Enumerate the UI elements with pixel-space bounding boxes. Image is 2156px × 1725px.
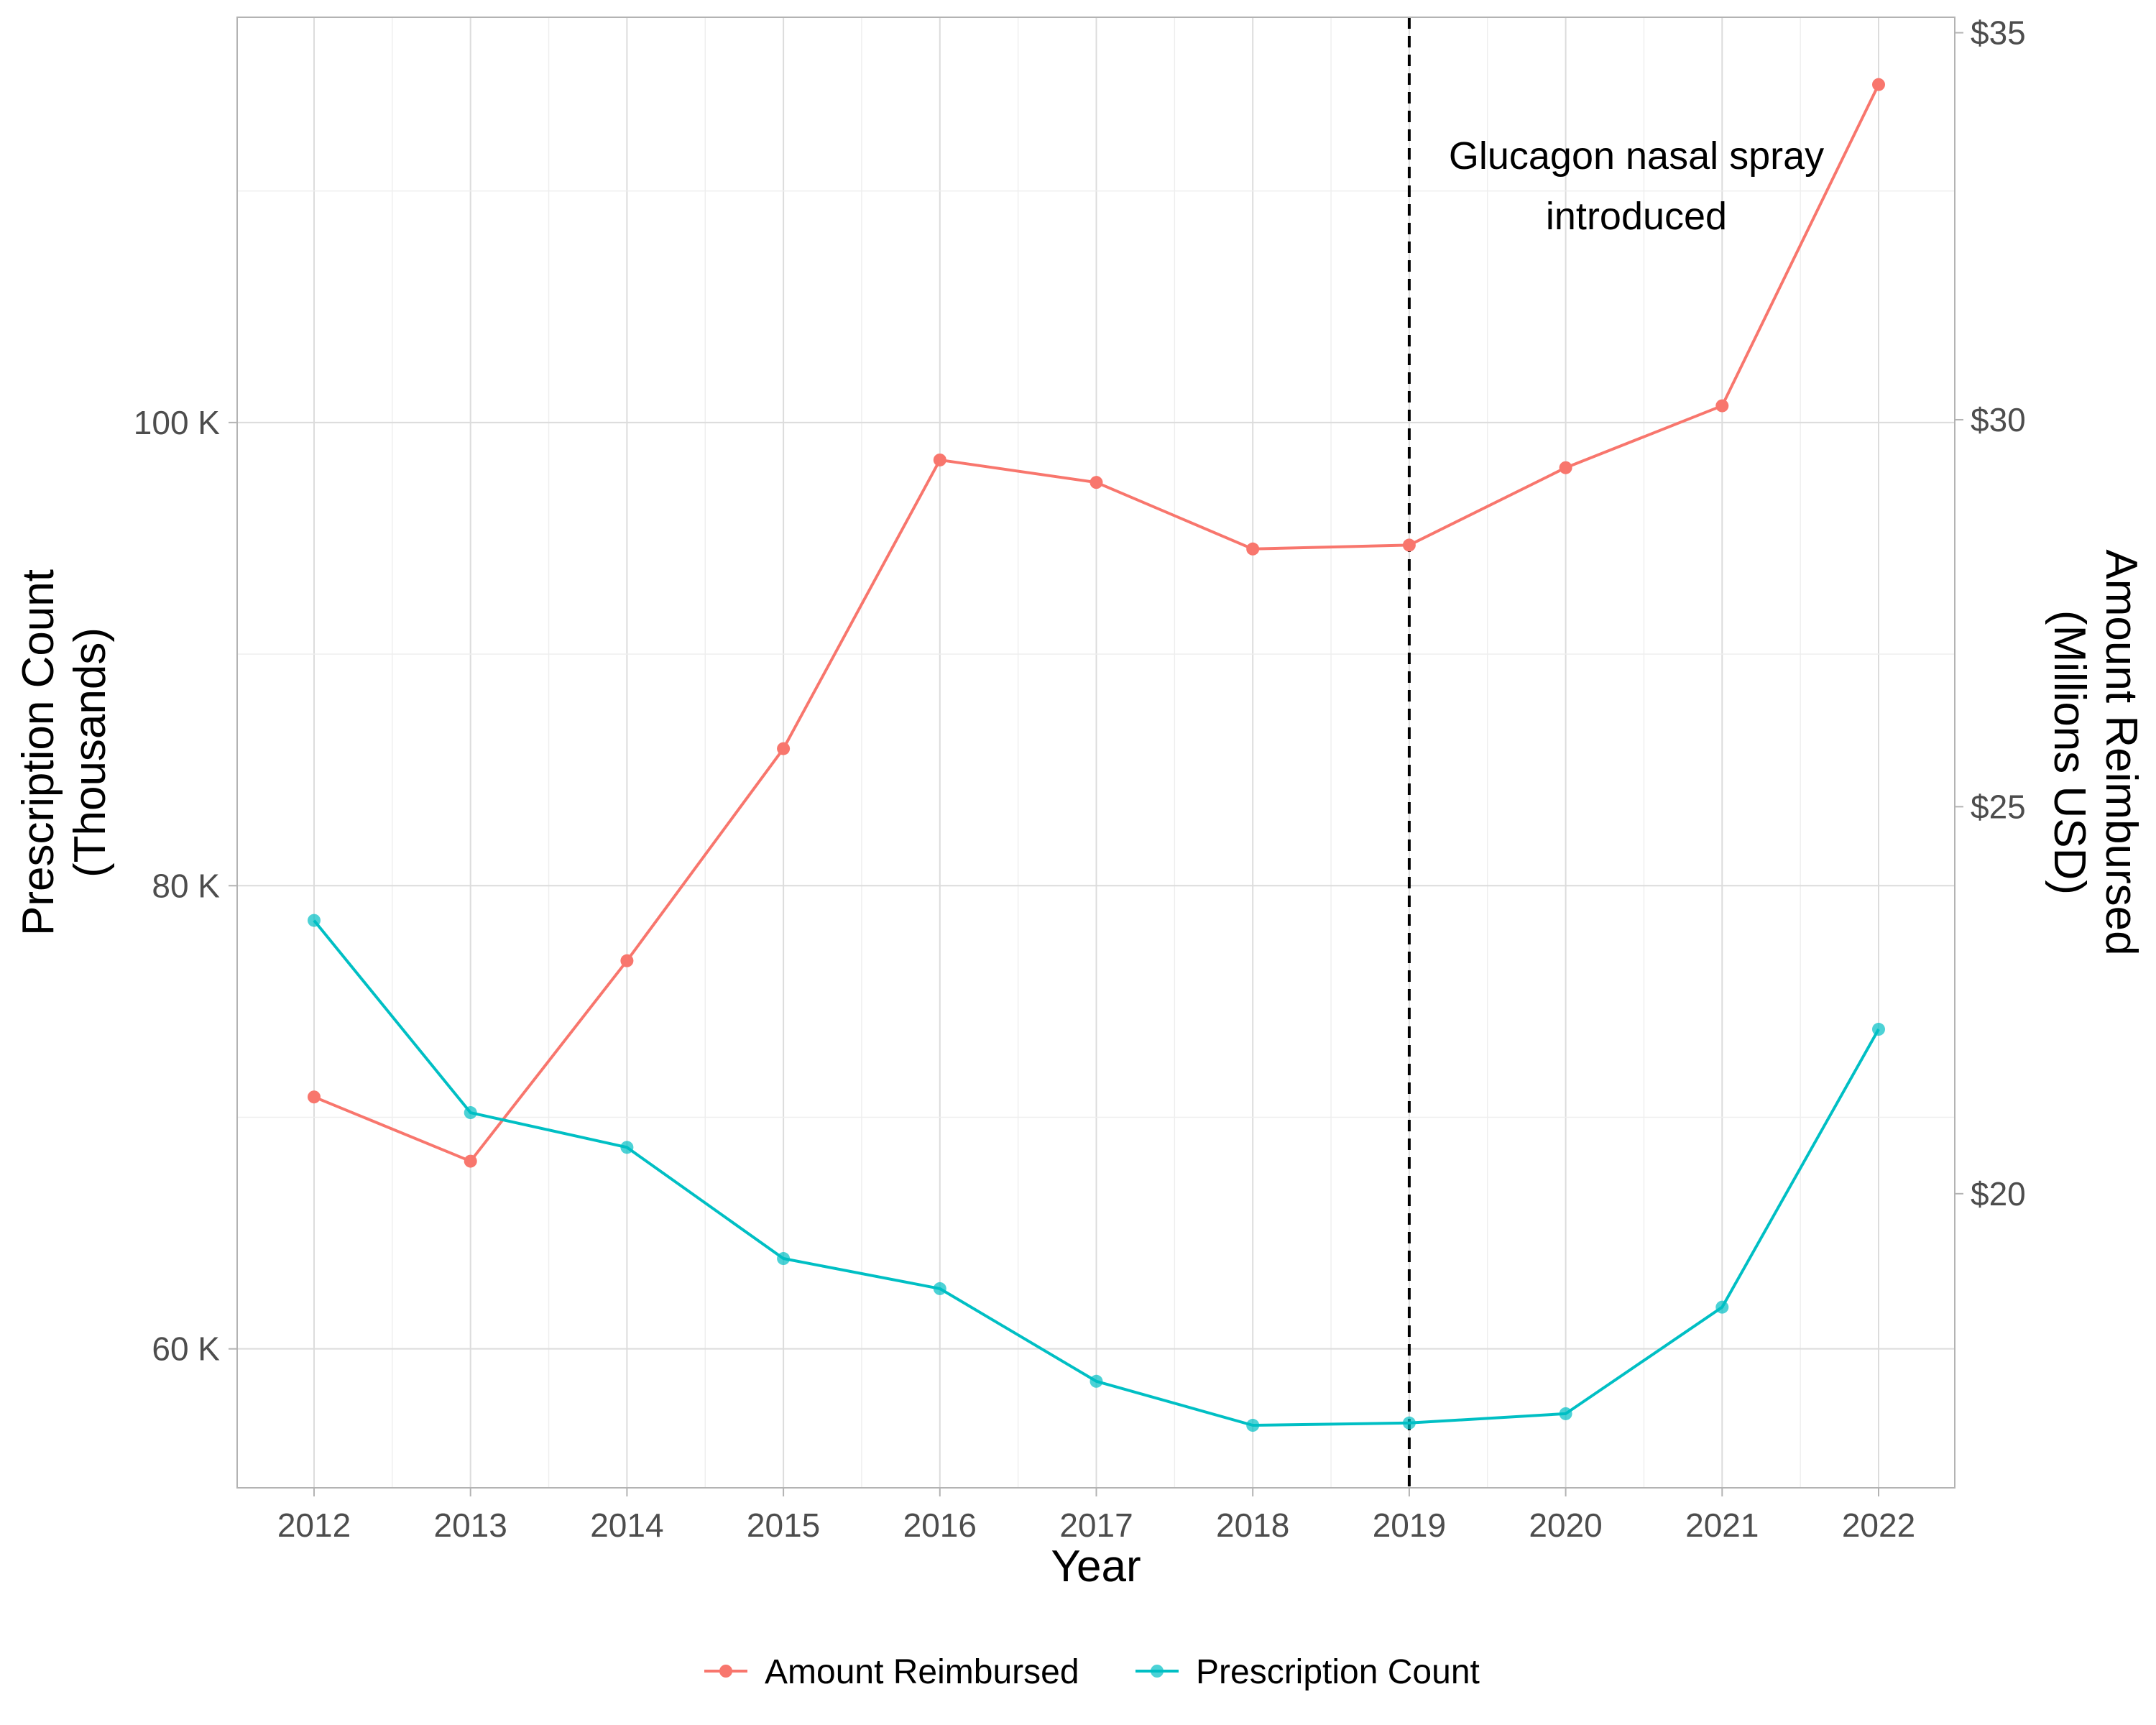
y-left-axis-title-line: Prescription Count xyxy=(14,569,63,936)
data-point xyxy=(620,954,634,967)
x-axis-title: Year xyxy=(1051,1542,1141,1591)
data-point xyxy=(933,453,946,466)
y-left-tick-label: 80 K xyxy=(152,867,220,904)
data-point xyxy=(1246,1419,1260,1432)
data-point xyxy=(1559,1407,1572,1420)
y-right-tick-label: $35 xyxy=(1971,14,2026,52)
y-right-tick-label: $20 xyxy=(1971,1175,2026,1213)
y-right-axis-title: Amount Reimbursed(Millions USD) xyxy=(2045,549,2146,955)
legend-label: Amount Reimbursed xyxy=(765,1653,1079,1691)
x-tick-label: 2017 xyxy=(1059,1506,1133,1544)
axes: 2012 2013 2014 2015 2016 2017 2018 2019 2020 2021… xyxy=(14,14,2146,1591)
data-point xyxy=(1089,476,1103,489)
y-right-axis-title-line: Amount Reimbursed xyxy=(2096,549,2146,955)
data-point xyxy=(1402,538,1416,552)
data-point xyxy=(308,914,321,927)
x-tick-label: 2018 xyxy=(1216,1506,1289,1544)
legend: Amount Reimbursed Prescription Count xyxy=(704,1653,1480,1691)
y-left-tick-label: 60 K xyxy=(152,1330,220,1368)
data-point xyxy=(464,1106,477,1120)
y-right-tick-label: $30 xyxy=(1971,401,2026,438)
x-tick-label: 2012 xyxy=(277,1506,351,1544)
x-tick-label: 2022 xyxy=(1842,1506,1915,1544)
annotation: Glucagon nasal spray introduced xyxy=(1407,17,1824,1488)
data-point xyxy=(1715,1300,1729,1314)
x-tick-label: 2014 xyxy=(590,1506,663,1544)
data-point xyxy=(777,1252,791,1266)
data-point xyxy=(1559,461,1572,474)
data-point xyxy=(308,1090,321,1104)
legend-key-point xyxy=(1151,1665,1164,1678)
data-point xyxy=(1872,1023,1885,1036)
y-left-axis-title: Prescription Count (Thousands) xyxy=(14,569,115,936)
data-point xyxy=(1872,78,1885,91)
x-tick-label: 2013 xyxy=(434,1506,507,1544)
data-point xyxy=(620,1141,634,1154)
annotation-label: Glucagon nasal spray xyxy=(1449,134,1824,178)
data-point xyxy=(1089,1374,1103,1388)
annotation-label: introduced xyxy=(1546,195,1727,238)
y-right-axis-title-line: (Millions USD) xyxy=(2045,610,2094,895)
data-point xyxy=(933,1282,946,1295)
data-point xyxy=(1246,542,1260,556)
data-point xyxy=(1715,399,1729,413)
x-tick-label: 2021 xyxy=(1685,1506,1759,1544)
x-tick-label: 2020 xyxy=(1529,1506,1602,1544)
data-point xyxy=(777,742,791,755)
x-tick-label: 2015 xyxy=(747,1506,820,1544)
x-tick-label: 2016 xyxy=(903,1506,977,1544)
data-point xyxy=(1402,1416,1416,1430)
x-tick-label: 2019 xyxy=(1373,1506,1446,1544)
y-left-tick-label: 100 K xyxy=(134,404,221,441)
data-point xyxy=(464,1154,477,1168)
legend-label: Prescription Count xyxy=(1196,1653,1480,1691)
series xyxy=(308,78,1885,1432)
legend-key-point xyxy=(719,1665,732,1678)
y-left-axis-title-line: (Thousands) xyxy=(65,627,115,878)
y-right-tick-label: $25 xyxy=(1971,788,2026,825)
